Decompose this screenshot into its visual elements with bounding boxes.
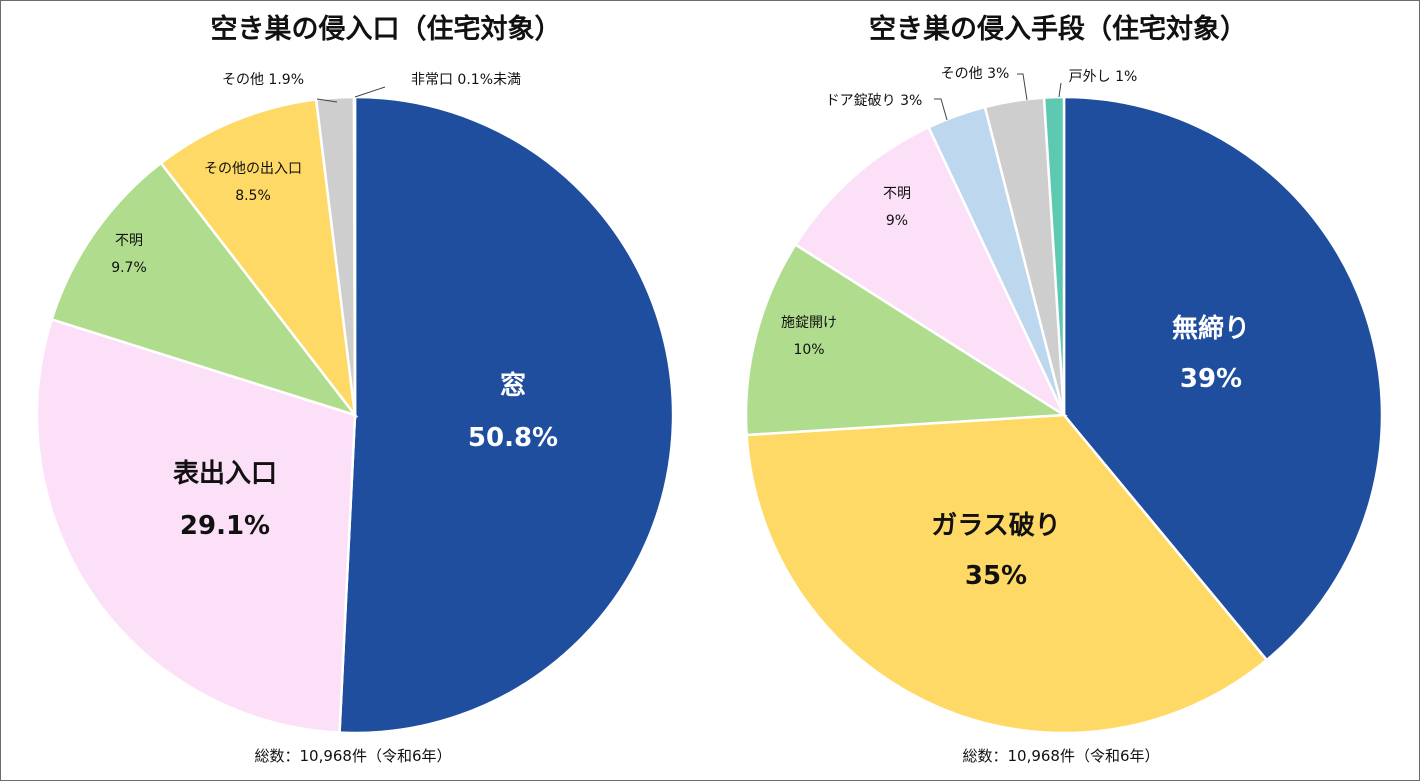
total-note-entry-methods: 総数：10,968件（令和6年） — [962, 747, 1159, 765]
slice-value-label: 39% — [1180, 364, 1242, 394]
leader-line — [316, 98, 338, 103]
total-note-entry-points: 総数：10,968件（令和6年） — [254, 747, 451, 765]
slice-value-label: 9% — [886, 213, 908, 229]
pie-slice — [1042, 95, 1066, 416]
pie-slice — [35, 317, 357, 734]
slice-value-label: 50.8% — [468, 423, 558, 453]
slice-category-label: その他の出入口 — [204, 161, 302, 177]
leader-line — [1058, 82, 1062, 98]
slice-category-label: 不明 — [883, 186, 911, 202]
chart-title-entry-points: 空き巣の侵入口（住宅対象） — [211, 13, 562, 45]
leader-line — [934, 98, 948, 121]
slice-value-label: 29.1% — [180, 511, 270, 541]
slice-category-label: 窓 — [500, 370, 526, 401]
slice-category-label: ガラス破り — [931, 511, 1060, 541]
pie-slice — [159, 97, 357, 420]
slice-category-label: 施錠開け — [781, 315, 837, 331]
pie-slice — [745, 413, 1269, 735]
pie-entry-points: 窓 50.8% 表出入口 29.1% 不明 9.7% その他の出入口 8.5% その他 1.9%… — [35, 72, 675, 735]
pie-entry-methods: 無締り 39% ガラス破り 35% 施錠開け 10% 不明 9% ドア錠破り 3% その他 3% 戸… — [744, 66, 1384, 735]
slice-label: その他 3% — [941, 66, 1010, 82]
chart-title-entry-methods: 空き巣の侵入手段（住宅対象） — [869, 13, 1247, 45]
slice-value-label: 9.7% — [111, 260, 147, 276]
slice-value-label: 35% — [965, 561, 1027, 591]
pie-slice — [1062, 95, 1384, 662]
pie-slice — [793, 125, 1067, 419]
slice-category-label: 無締り — [1172, 313, 1250, 344]
leader-line — [1017, 73, 1028, 101]
slice-category-label: 表出入口 — [173, 459, 277, 489]
slice-label: 非常口 0.1%未満 — [411, 72, 521, 88]
pie-slice — [50, 161, 359, 418]
pie-slice — [744, 242, 1068, 437]
slice-value-label: 8.5% — [235, 188, 271, 204]
leader-line — [354, 86, 386, 98]
pie-slice — [338, 95, 675, 735]
slice-label: その他 1.9% — [222, 72, 304, 88]
slice-label: 戸外し 1% — [1069, 69, 1138, 85]
slice-value-label: 10% — [793, 342, 824, 358]
slice-category-label: 不明 — [115, 233, 143, 249]
slice-label: ドア錠破り 3% — [826, 93, 923, 109]
pie-slice — [352, 95, 357, 416]
